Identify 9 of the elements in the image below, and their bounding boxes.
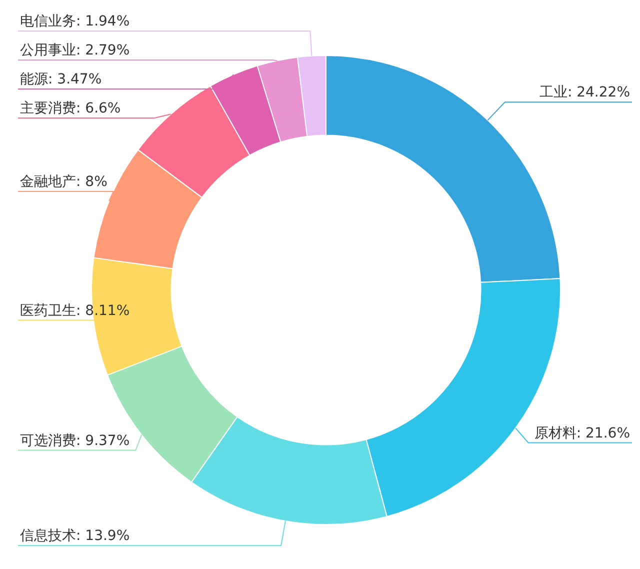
slice-label: 能源: 3.47% — [20, 72, 102, 88]
slice-label: 工业: 24.22% — [539, 84, 630, 101]
slice-label: 电信业务: 1.94% — [20, 14, 130, 30]
slice-label: 公用事业: 2.79% — [20, 42, 130, 59]
slice-label: 主要消费: 6.6% — [20, 100, 121, 117]
slice-label: 金融地产: 8% — [20, 174, 108, 190]
slice-label: 信息技术: 13.9% — [20, 528, 130, 544]
slice-label: 原材料: 21.6% — [534, 425, 630, 442]
slice-label: 可选消费: 9.37% — [20, 432, 130, 449]
